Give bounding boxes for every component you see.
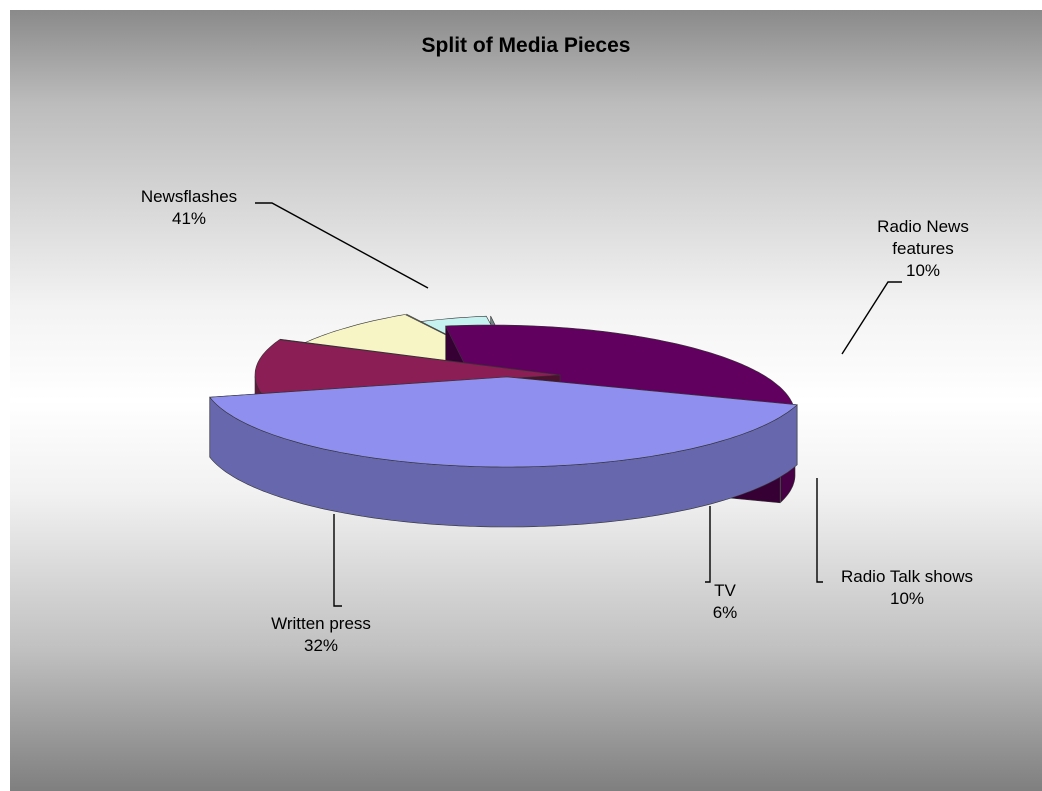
pie-slices bbox=[209, 313, 798, 528]
leader-line-written-press bbox=[333, 514, 342, 607]
data-label-radio-talk-shows: Radio Talk shows 10% bbox=[817, 566, 997, 610]
data-label-newsflashes: Newsflashes 41% bbox=[124, 186, 254, 230]
pie-chart bbox=[209, 202, 902, 607]
slice-top-radio-news-features bbox=[254, 339, 561, 396]
data-label-written-press-value: 32% bbox=[303, 636, 339, 655]
data-label-newsflashes-name: Newsflashes bbox=[140, 187, 238, 206]
data-label-written-press: Written press 32% bbox=[246, 613, 396, 657]
chart-title: Split of Media Pieces bbox=[421, 34, 631, 57]
data-label-radio-news-features: Radio News features 10% bbox=[858, 216, 988, 282]
slice-top-newsflashes bbox=[209, 376, 798, 468]
leader-line-radio-talk-shows bbox=[816, 478, 823, 583]
pie-slice-newsflashes bbox=[209, 376, 798, 528]
data-label-written-press-name: Written press bbox=[271, 614, 371, 633]
data-label-newsflashes-value: 41% bbox=[171, 209, 207, 228]
data-label-tv: TV 6% bbox=[690, 580, 760, 624]
chart-area: Split of Media Pieces Newsflashes 41% Ra… bbox=[10, 10, 1042, 791]
data-label-radio-news-features-line2: features bbox=[892, 239, 954, 258]
data-label-radio-talk-shows-value: 10% bbox=[889, 589, 925, 608]
data-label-radio-news-features-line1: Radio News bbox=[877, 217, 969, 236]
data-label-radio-talk-shows-name: Radio Talk shows bbox=[841, 567, 973, 586]
data-label-radio-news-features-value: 10% bbox=[905, 261, 941, 280]
leader-lines bbox=[255, 202, 902, 607]
data-label-tv-name: TV bbox=[714, 581, 736, 600]
leader-line-radio-news-features bbox=[841, 281, 902, 355]
leader-line-newsflashes bbox=[255, 202, 429, 289]
leader-line-tv bbox=[705, 506, 711, 583]
data-label-tv-value: 6% bbox=[712, 603, 738, 622]
